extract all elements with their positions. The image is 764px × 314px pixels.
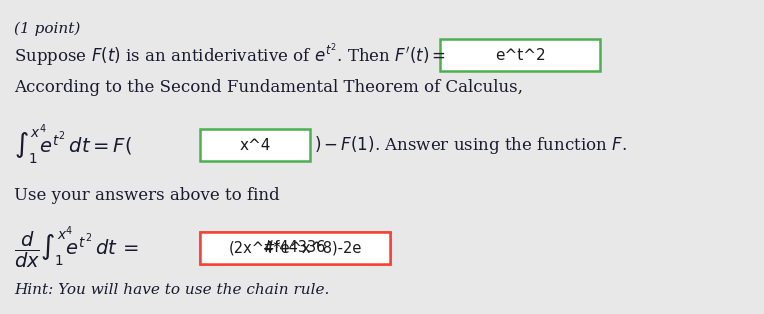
Text: (2x^4*e^x^8)-2e: (2x^4*e^x^8)-2e [228, 241, 361, 256]
FancyBboxPatch shape [200, 129, 310, 161]
Text: e^t^2: e^t^2 [494, 47, 545, 62]
Text: $\dfrac{d}{dx}\int_1^{x^4}\!\! e^{t^2}\, dt\, =$: $\dfrac{d}{dx}\int_1^{x^4}\!\! e^{t^2}\,… [14, 225, 139, 272]
Text: x^4: x^4 [239, 138, 270, 153]
Text: Suppose $F(t)$ is an antiderivative of $e^{t^2}$. Then $F'(t)=$: Suppose $F(t)$ is an antiderivative of $… [14, 41, 446, 69]
Text: Use your answers above to find: Use your answers above to find [14, 187, 280, 203]
Text: (1 point): (1 point) [14, 22, 80, 36]
Text: $\int_1^{x^4}\!\! e^{t^2}\, dt = F($: $\int_1^{x^4}\!\! e^{t^2}\, dt = F($ [14, 123, 132, 167]
Text: $)-F(1)$. Answer using the function $F$.: $)-F(1)$. Answer using the function $F$. [314, 134, 627, 156]
FancyBboxPatch shape [440, 39, 600, 71]
FancyBboxPatch shape [200, 232, 390, 264]
Text: Hint: You will have to use the chain rule.: Hint: You will have to use the chain rul… [14, 283, 329, 297]
FancyBboxPatch shape [200, 232, 390, 264]
Text: #f44336: #f44336 [264, 241, 327, 256]
Text: According to the Second Fundamental Theorem of Calculus,: According to the Second Fundamental Theo… [14, 79, 523, 96]
